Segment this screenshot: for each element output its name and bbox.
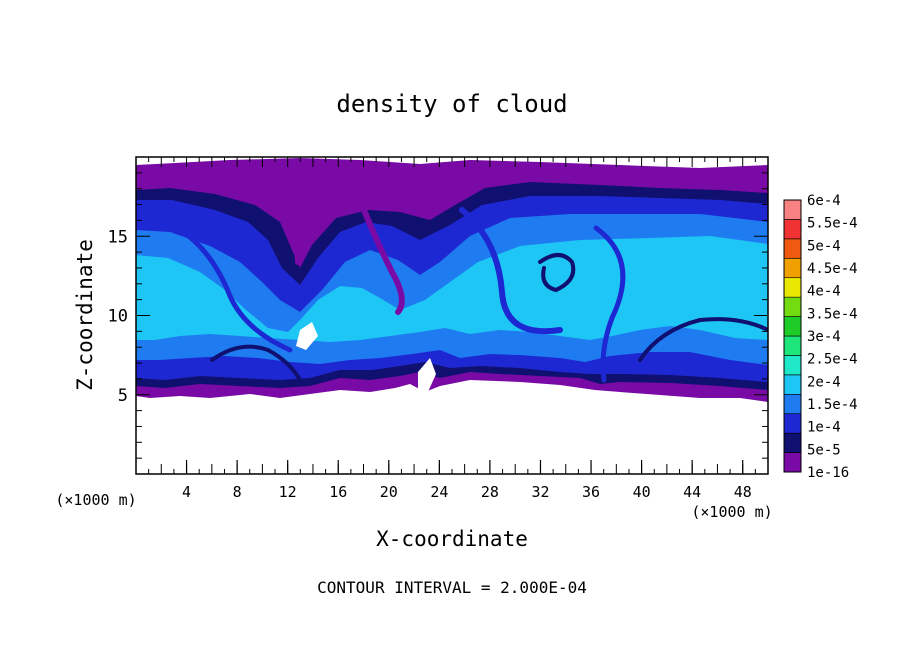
colorbar-swatch [783, 277, 802, 298]
colorbar-swatch [783, 238, 802, 259]
cloud-field [136, 158, 768, 402]
cloud-gap [296, 322, 318, 350]
y-axis-label: Z-coordinate [73, 239, 97, 391]
colorbar-level-label: 4.5e-4 [807, 261, 858, 277]
colorbar-swatch [783, 335, 802, 356]
swirl-filament [210, 344, 302, 382]
x-axis-label: X-coordinate [376, 527, 528, 551]
colorbar-swatch [783, 413, 802, 434]
swirl-filament [593, 225, 626, 383]
x-tick-label: 12 [279, 483, 297, 501]
colorbar-level-label: 1.5e-4 [807, 397, 858, 413]
x-tick-label: 24 [430, 483, 448, 501]
colorbar-swatch [783, 432, 802, 453]
colorbar-level-label: 5e-4 [807, 238, 841, 254]
colorbar-level-label: 3.5e-4 [807, 306, 858, 322]
colorbar-swatch [783, 199, 802, 220]
colorbar-level-label: 6e-4 [807, 193, 841, 209]
swirl-filament [538, 253, 576, 293]
x-tick-label: 8 [233, 483, 242, 501]
x-tick-label: 36 [582, 483, 600, 501]
colorbar-swatch [783, 374, 802, 395]
x-tick-label: 20 [380, 483, 398, 501]
contour-level-2e-4 [136, 236, 768, 342]
swirl-filament [273, 167, 405, 315]
colorbar: 1e-16 5e-5 1e-4 1.5e-4 2e-4 2.5e-4 3e-4 3.5e-4 4… [783, 193, 858, 481]
swirl-filament [638, 317, 768, 362]
colorbar-frame [783, 199, 802, 473]
y-tick-label: 15 [108, 227, 128, 247]
colorbar-swatch [783, 219, 802, 240]
x-tick-label: 28 [481, 483, 499, 501]
y-axis-ticks: 5 10 15 [108, 156, 768, 475]
colorbar-level-label: 1e-4 [807, 420, 841, 436]
colorbar-level-label: 3e-4 [807, 329, 841, 345]
contour-interval-note: CONTOUR INTERVAL = 2.000E-04 [317, 578, 587, 597]
x-axis-ticks: 4 8 12 16 20 24 28 32 36 40 44 48 [135, 157, 769, 501]
colorbar-swatch [783, 393, 802, 415]
x-tick-label: 40 [633, 483, 651, 501]
x-tick-label: 48 [734, 483, 752, 501]
colorbar-level-label: 1e-16 [807, 465, 849, 481]
chart-title: density of cloud [336, 90, 567, 118]
cloud-gap [418, 358, 436, 392]
colorbar-level-label: 5.5e-4 [807, 216, 858, 232]
colorbar-level-label: 2e-4 [807, 374, 841, 390]
x-tick-label: 44 [683, 483, 701, 501]
colorbar-level-label: 5e-5 [807, 442, 841, 458]
x-unit-left: (×1000 m) [55, 491, 136, 509]
colorbar-swatch [783, 452, 802, 473]
swirl-filament [147, 213, 293, 353]
colorbar-swatch [783, 257, 802, 279]
colorbar-swatch [783, 355, 802, 376]
y-tick-label: 5 [118, 386, 128, 406]
colorbar-swatch [783, 296, 802, 317]
x-tick-label: 4 [182, 483, 191, 501]
colorbar-level-label: 2.5e-4 [807, 352, 858, 368]
colorbar-level-label: 4e-4 [807, 284, 841, 300]
colorbar-swatch [783, 316, 802, 337]
swirl-filament [459, 207, 563, 335]
x-tick-label: 16 [329, 483, 347, 501]
y-tick-label: 10 [108, 307, 128, 327]
x-tick-label: 32 [531, 483, 549, 501]
x-unit-right: (×1000 m) [691, 503, 772, 521]
